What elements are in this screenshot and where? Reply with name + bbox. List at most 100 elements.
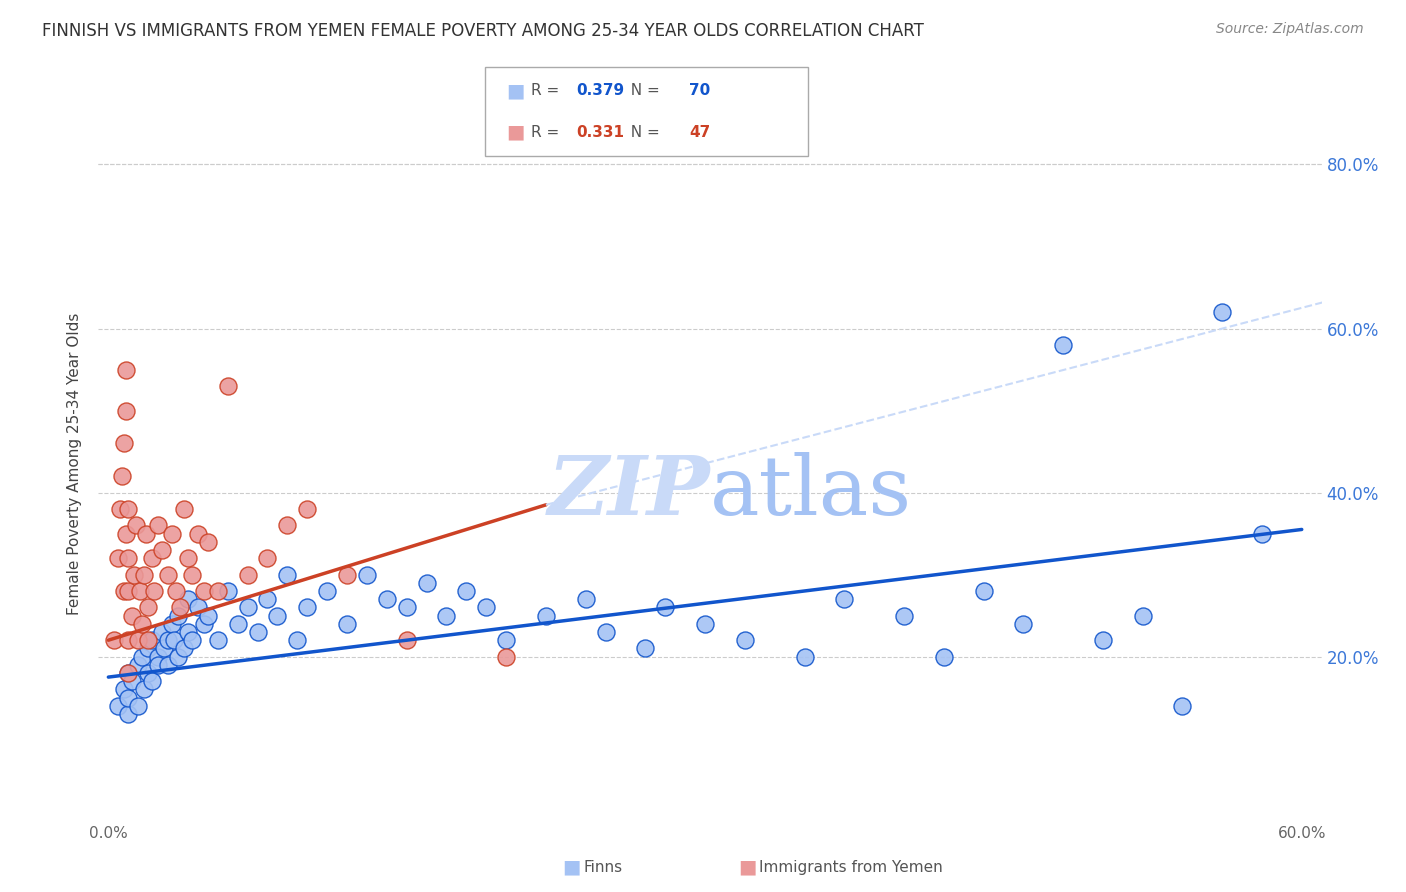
Point <box>115 403 138 417</box>
Text: N =: N = <box>621 84 665 98</box>
Point <box>121 674 143 689</box>
Text: ■: ■ <box>562 857 581 877</box>
Y-axis label: Female Poverty Among 25-34 Year Olds: Female Poverty Among 25-34 Year Olds <box>67 313 83 615</box>
Point <box>117 551 139 566</box>
Point <box>146 518 169 533</box>
Point <box>125 518 148 533</box>
Text: R =: R = <box>531 125 565 139</box>
Point <box>1091 633 1114 648</box>
Text: FINNISH VS IMMIGRANTS FROM YEMEN FEMALE POVERTY AMONG 25-34 YEAR OLDS CORRELATIO: FINNISH VS IMMIGRANTS FROM YEMEN FEMALE … <box>42 22 924 40</box>
Point <box>131 616 153 631</box>
Point <box>693 616 716 631</box>
Point <box>1251 526 1274 541</box>
Point <box>1211 305 1233 319</box>
Point <box>103 633 125 648</box>
Point <box>136 600 159 615</box>
Point <box>207 633 229 648</box>
Point <box>141 674 163 689</box>
Text: R =: R = <box>531 84 565 98</box>
Point <box>136 641 159 656</box>
Point <box>160 616 183 631</box>
Point <box>534 608 557 623</box>
Point <box>973 584 995 599</box>
Point <box>141 551 163 566</box>
Point <box>112 436 135 450</box>
Point <box>117 633 139 648</box>
Point <box>117 665 139 680</box>
Point <box>117 665 139 680</box>
Point <box>575 592 598 607</box>
Point <box>832 592 855 607</box>
Point <box>595 625 617 640</box>
Point <box>177 592 200 607</box>
Point <box>336 567 359 582</box>
Point <box>180 567 202 582</box>
Point <box>193 616 215 631</box>
Point <box>177 625 200 640</box>
Point <box>187 526 209 541</box>
Point <box>127 633 149 648</box>
Point <box>167 608 190 623</box>
Point <box>456 584 478 599</box>
Text: atlas: atlas <box>710 452 912 533</box>
Point <box>197 608 219 623</box>
Point <box>276 518 298 533</box>
Point <box>134 682 156 697</box>
Point <box>150 625 173 640</box>
Text: Immigrants from Yemen: Immigrants from Yemen <box>759 860 943 874</box>
Point <box>169 600 191 615</box>
Point <box>236 567 259 582</box>
Point <box>110 502 132 516</box>
Point <box>167 649 190 664</box>
Point <box>127 698 149 713</box>
Text: 0.331: 0.331 <box>576 125 624 139</box>
Point <box>131 649 153 664</box>
Point <box>163 633 186 648</box>
Point <box>143 584 166 599</box>
Point <box>256 592 278 607</box>
Text: 70: 70 <box>689 84 710 98</box>
Point <box>356 567 378 582</box>
Point <box>316 584 339 599</box>
Point <box>112 682 135 697</box>
Point <box>395 600 418 615</box>
Point <box>173 502 195 516</box>
Point <box>375 592 398 607</box>
Point <box>1012 616 1035 631</box>
Text: 0.379: 0.379 <box>576 84 624 98</box>
Point <box>115 362 138 376</box>
Point <box>246 625 269 640</box>
Point <box>187 600 209 615</box>
Point <box>153 641 176 656</box>
Point <box>336 616 359 631</box>
Point <box>111 469 134 483</box>
Text: 47: 47 <box>689 125 710 139</box>
Point <box>236 600 259 615</box>
Point <box>127 657 149 672</box>
Point <box>107 551 129 566</box>
Point <box>415 575 437 590</box>
Point <box>256 551 278 566</box>
Point <box>495 633 517 648</box>
Point <box>160 526 183 541</box>
Point <box>193 584 215 599</box>
Point <box>136 633 159 648</box>
Point <box>112 584 135 599</box>
Point <box>436 608 458 623</box>
Point <box>297 502 319 516</box>
Point <box>157 633 180 648</box>
Point <box>135 526 157 541</box>
Point <box>157 567 180 582</box>
Point <box>180 633 202 648</box>
Point <box>226 616 249 631</box>
Point <box>177 551 200 566</box>
Point <box>150 543 173 558</box>
Point <box>297 600 319 615</box>
Point <box>734 633 756 648</box>
Point <box>634 641 657 656</box>
Point <box>495 649 517 664</box>
Point <box>117 502 139 516</box>
Point <box>107 698 129 713</box>
Text: ■: ■ <box>738 857 756 877</box>
Point <box>173 641 195 656</box>
